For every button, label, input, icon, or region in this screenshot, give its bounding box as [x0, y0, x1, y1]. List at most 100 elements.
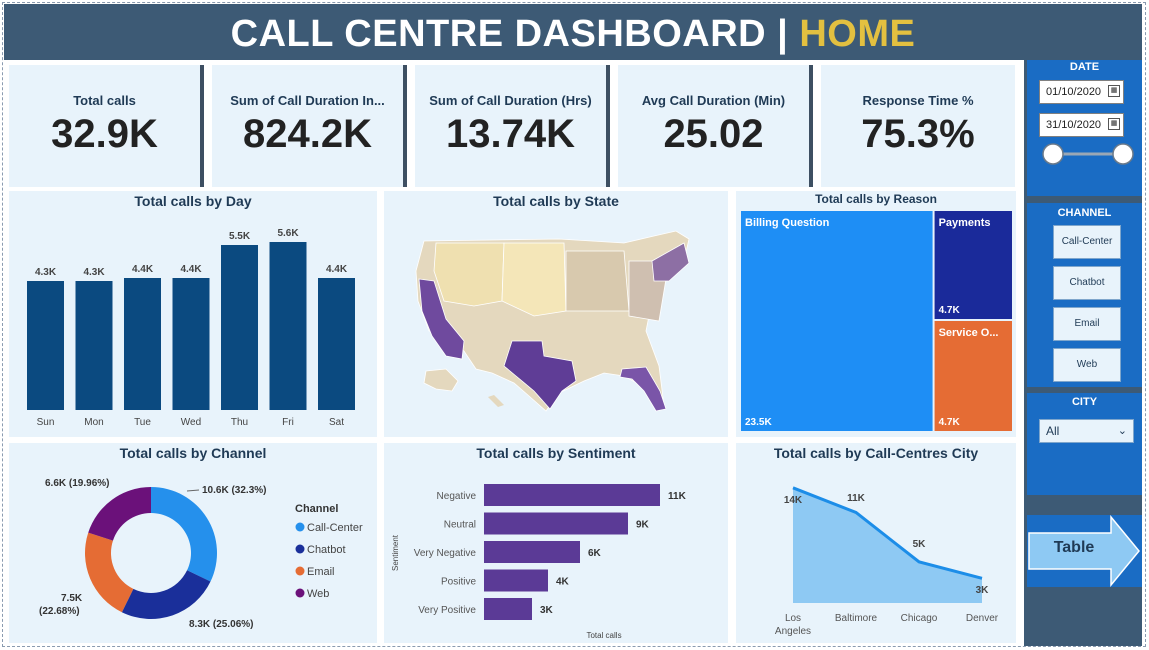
page-header: CALL CENTRE DASHBOARD | HOME	[4, 4, 1142, 60]
reason-tile-name: Billing Question	[745, 217, 830, 229]
day-bar-label: 4.4K	[132, 264, 154, 275]
panel-calls-by-state: Total calls by State	[384, 191, 728, 437]
city-axis-label: Denver	[966, 613, 999, 624]
channel-slice-label: 7.5K	[61, 593, 83, 604]
channel-slicer: CHANNEL Call-Center Chatbot Email Web	[1027, 203, 1142, 387]
chart-title: Total calls by Channel	[119, 445, 267, 461]
day-bar-sun	[27, 281, 64, 410]
date-start-input[interactable]: 01/10/2020 ▦	[1039, 80, 1124, 104]
kpi-divider	[200, 65, 204, 187]
day-axis-label: Wed	[181, 417, 201, 428]
chart-title: Total calls by Reason	[815, 192, 937, 206]
channel-slice-chatbot	[121, 570, 211, 619]
legend-marker	[295, 566, 305, 576]
calls-by-city-area-chart: 14K 11K 5K 3K Los Angeles Baltimore Chicago Denv…	[775, 486, 999, 637]
title-highlight: HOME	[799, 13, 916, 55]
channel-option-call-center[interactable]: Call-Center	[1053, 225, 1121, 259]
legend-item-web: Web	[307, 588, 329, 600]
chevron-down-icon[interactable]: ⌄	[1117, 425, 1127, 437]
channel-slice-label: 6.6K (19.96%)	[45, 478, 109, 489]
day-bar-tue	[124, 278, 161, 410]
day-bar-sat	[318, 278, 355, 410]
reason-tile	[741, 211, 933, 431]
map-florida	[619, 366, 667, 412]
reason-tile-value: 4.7K	[939, 417, 961, 428]
kpi-divider	[809, 65, 813, 187]
chart-title: Total calls by Day	[134, 193, 252, 209]
day-bar-label: 4.3K	[35, 267, 57, 278]
slider-start-handle	[1042, 143, 1064, 165]
legend-item-call-center: Call-Center	[307, 522, 363, 534]
day-axis-label: Fri	[282, 417, 294, 428]
kpi-card-total-calls: Total calls 32.9K	[9, 65, 200, 187]
day-bar-wed	[172, 278, 210, 410]
channel-slice-web	[88, 487, 151, 541]
map-west-states	[433, 242, 505, 307]
sentiment-bar-label: 4K	[556, 577, 570, 588]
panel-calls-by-reason: Total calls by Reason Billing Question 23…	[736, 191, 1016, 437]
reason-tile-value: 23.5K	[745, 417, 772, 428]
city-axis-label: Los	[785, 613, 801, 624]
channel-slicer-title: CHANNEL	[1057, 207, 1112, 219]
map-central-states	[501, 242, 567, 317]
channel-option-web[interactable]: Web	[1053, 348, 1121, 382]
date-start-value: 01/10/2020	[1046, 86, 1102, 98]
page-title: CALL CENTRE DASHBOARD | HOME	[4, 4, 1142, 64]
calendar-icon[interactable]: ▦	[1108, 85, 1120, 97]
date-slicer: DATE 01/10/2020 ▦ 31/10/2020 ▦	[1027, 60, 1142, 196]
sentiment-bar-label: 6K	[588, 548, 602, 559]
slider-end-handle	[1112, 143, 1134, 165]
calls-by-reason-treemap: Billing Question 23.5K Payments 4.7K Service…	[741, 211, 1012, 431]
kpi-label: Avg Call Duration (Min)	[641, 93, 786, 108]
city-data-label: 3K	[976, 585, 990, 596]
date-end-input[interactable]: 31/10/2020 ▦	[1039, 113, 1124, 137]
city-area	[793, 487, 982, 603]
sentiment-bar-label: 9K	[636, 520, 650, 531]
date-slicer-title: DATE	[1069, 61, 1100, 73]
sentiment-bar	[484, 598, 532, 620]
channel-slice-call-center	[151, 487, 217, 582]
chart-title: Total calls by State	[493, 193, 619, 209]
kpi-divider	[403, 65, 407, 187]
legend-item-email: Email	[307, 566, 335, 578]
channel-option-email[interactable]: Email	[1053, 307, 1121, 341]
sentiment-y-axis-label: Sentiment	[391, 534, 400, 571]
city-axis-label: Baltimore	[835, 613, 878, 624]
legend-marker	[295, 588, 305, 598]
table-button[interactable]: Table	[1053, 539, 1095, 556]
map-new-york	[651, 242, 690, 282]
map-midwest-states	[565, 250, 630, 312]
sentiment-bar	[484, 541, 580, 563]
map-california	[418, 278, 465, 360]
sentiment-category-label: Very Negative	[414, 548, 477, 559]
city-line	[792, 486, 983, 580]
city-dropdown[interactable]: All ⌄	[1039, 419, 1134, 443]
sentiment-category-label: Negative	[437, 491, 477, 502]
kpi-label: Total calls	[73, 93, 136, 108]
day-bar-mon	[75, 281, 113, 410]
legend-item-chatbot: Chatbot	[307, 544, 346, 556]
reason-tile-name: Service O...	[939, 327, 999, 339]
sentiment-bar	[484, 569, 548, 592]
channel-slice-label: (22.68%)	[39, 606, 80, 617]
us-state-map[interactable]	[384, 191, 728, 437]
sentiment-x-axis-label: Total calls	[586, 631, 621, 640]
calendar-icon[interactable]: ▦	[1108, 118, 1120, 130]
reason-tile-value: 4.7K	[939, 305, 961, 316]
date-range-slider[interactable]	[1027, 138, 1142, 178]
kpi-value: 32.9K	[51, 112, 158, 156]
kpi-card-call-duration-hrs: Sum of Call Duration (Hrs) 13.74K	[415, 65, 606, 187]
panel-calls-by-city: Total calls by Call-Centres City 14K 11K 5…	[736, 443, 1016, 643]
arrow-right-icon[interactable]	[1027, 514, 1142, 588]
channel-option-chatbot[interactable]: Chatbot	[1053, 266, 1121, 300]
map-alaska	[423, 368, 459, 392]
title-text: CALL CENTRE DASHBOARD |	[230, 13, 789, 55]
kpi-label: Response Time %	[862, 93, 974, 108]
kpi-label: Sum of Call Duration In...	[230, 93, 385, 108]
legend-title: Channel	[295, 503, 338, 515]
day-bar-fri	[269, 242, 307, 410]
city-axis-label: Angeles	[775, 626, 811, 637]
chart-title: Total calls by Sentiment	[476, 445, 636, 461]
day-axis-label: Mon	[84, 417, 103, 428]
city-data-label: 5K	[913, 539, 927, 550]
